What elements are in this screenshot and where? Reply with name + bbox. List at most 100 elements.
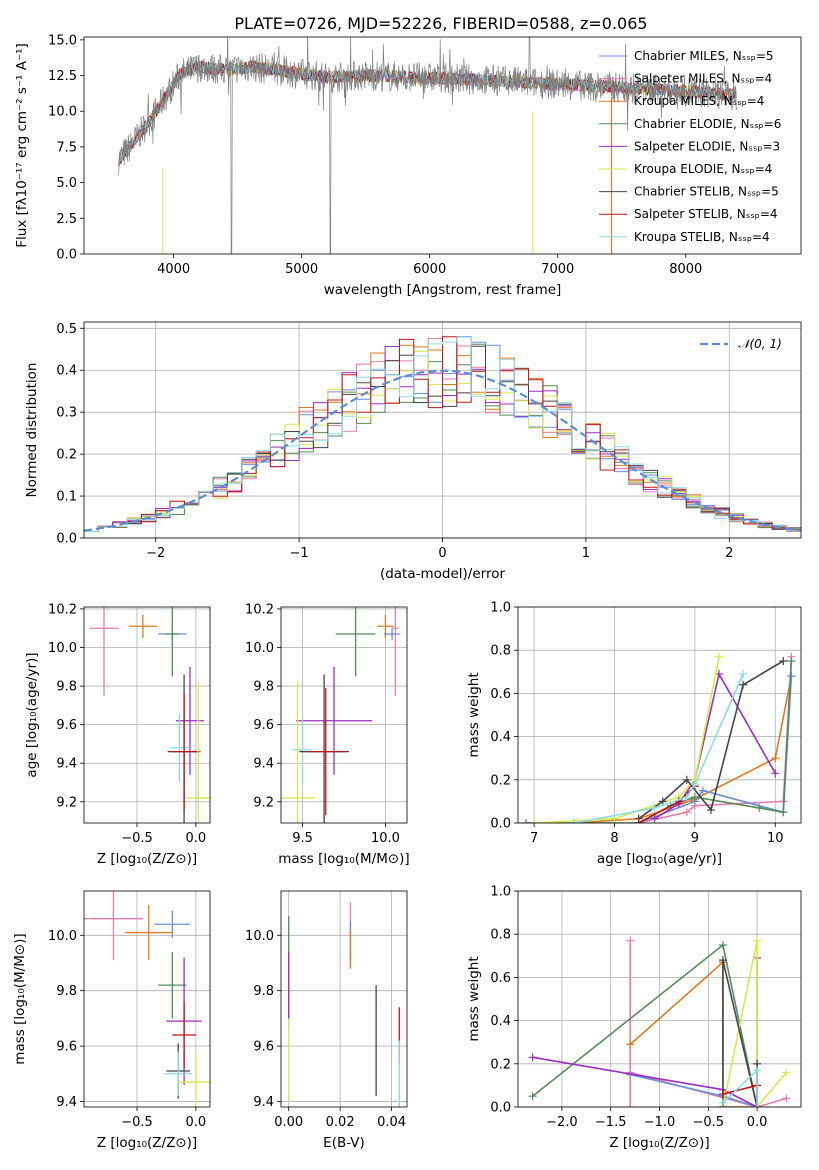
y-axis-label: age [log₁₀(age/yr)] (24, 652, 40, 777)
marker-kroupa-stelib (690, 780, 699, 789)
x-tick-label: −2 (146, 546, 165, 561)
marker-chabrier-stelib (682, 775, 691, 784)
marker-kroupa-stelib (753, 1103, 762, 1107)
panel-age-vs-Z: −0.5 0.0 9.2 9.4 9.6 9.8 10.0 10.2 Z [log₁₀(Z/Z⊙… (24, 602, 211, 867)
marker-kroupa-elodie (782, 1068, 791, 1077)
y-tick-label: 0.0 (490, 817, 511, 832)
marker-salpeter-stelib (718, 1090, 727, 1099)
y-tick-label: 0.2 (56, 448, 77, 463)
plot-area (281, 607, 401, 823)
y-tick-label: 0.0 (56, 248, 77, 263)
y-tick-label: 0.1 (56, 490, 77, 505)
legend-label-kroupa-elodie: Kroupa ELODIE, Nₛₛₚ=4 (634, 162, 772, 176)
legend-label-chabrier-elodie: Chabrier ELODIE, Nₛₛₚ=6 (634, 117, 781, 131)
y-tick-label: 0.0 (490, 1101, 511, 1116)
marker-kroupa-stelib (718, 1098, 727, 1107)
marker-kroupa-miles (771, 754, 780, 763)
y-axis-label: mass weight (466, 672, 482, 757)
y-tick-label: 0.0 (56, 532, 77, 547)
panel-mass-vs-EBV: 0.00 0.02 0.04 9.4 9.6 9.8 10.0 E(B-V) (245, 890, 408, 1151)
y-tick-label: 10.2 (245, 602, 274, 617)
plot-area (118, 37, 738, 254)
legend-label-salpeter-miles: Salpeter MILES, Nₛₛₚ=4 (634, 72, 772, 86)
y-tick-label: 9.6 (56, 1040, 77, 1055)
y-tick-label: 15.0 (48, 33, 77, 48)
plot-area (522, 652, 796, 823)
y-tick-label: 0.4 (56, 364, 77, 379)
y-tick-label: 9.8 (253, 680, 274, 695)
chart-layer: 4000 5000 6000 7000 80000.02.55.07.510.012.5… (12, 33, 802, 1151)
y-tick-label: 1.0 (490, 601, 511, 616)
x-tick-label: 9.5 (292, 831, 313, 846)
data-spectrum (118, 37, 738, 254)
y-axis-label: Normed distribution (24, 363, 40, 498)
y-tick-label: 9.4 (253, 1095, 274, 1110)
y-tick-label: 0.4 (490, 1014, 511, 1029)
y-tick-label: 9.6 (56, 718, 77, 733)
marker-chabrier-elodie (528, 1092, 537, 1101)
y-tick-label: 7.5 (56, 140, 77, 155)
x-tick-label: 10 (767, 831, 784, 846)
panel-spectrum: 4000 5000 6000 7000 8000 0.0 2.5 5.0 7.5 10.0 12.5… (14, 33, 802, 298)
y-tick-label: 2.5 (56, 212, 77, 227)
marker-kroupa-elodie (753, 936, 762, 945)
marker-chabrier-stelib (706, 806, 715, 815)
y-tick-label: 9.4 (56, 1095, 77, 1110)
marker-kroupa-elodie (530, 819, 539, 823)
y-tick-label: 9.2 (56, 795, 77, 810)
x-tick-label: 0.0 (186, 831, 207, 846)
x-tick-label: 0.00 (274, 1115, 303, 1130)
x-tick-label: 0.04 (377, 1115, 406, 1130)
y-tick-label: 9.4 (253, 757, 274, 772)
marker-kroupa-stelib (682, 793, 691, 802)
x-tick-label: 8 (610, 831, 618, 846)
x-axis-label: Z [log₁₀(Z/Z⊙)] (97, 1135, 197, 1151)
y-tick-label: 0.6 (490, 971, 511, 986)
marker-chabrier-elodie (522, 819, 531, 823)
x-tick-label: 9 (691, 831, 699, 846)
y-tick-label: 0.4 (490, 730, 511, 745)
normal-curve (84, 369, 801, 532)
legend-label-chabrier-stelib: Chabrier STELIB, Nₛₛₚ=5 (634, 185, 779, 199)
x-tick-label: 8000 (669, 262, 702, 277)
x-axis-label: mass [log₁₀(M/M⊙)] (278, 851, 409, 867)
y-tick-label: 10.2 (48, 602, 77, 617)
marker-chabrier-elodie (787, 657, 796, 665)
plot-area (84, 336, 801, 538)
x-tick-label: −0.5 (121, 1115, 153, 1130)
y-tick-label: 10.0 (245, 641, 274, 656)
panel-mass-vs-Z: −0.5 0.0 9.4 9.6 9.8 10.0 Z [log₁₀(Z/Z⊙)] mass … (12, 890, 211, 1151)
x-tick-label: −0.5 (693, 1115, 725, 1130)
axes-frame (280, 606, 408, 824)
y-axis-label: mass weight (466, 956, 482, 1041)
x-tick-label: 0 (438, 546, 446, 561)
legend-label-normal: 𝒩(0, 1) (738, 337, 782, 351)
y-tick-label: 12.5 (48, 69, 77, 84)
marker-chabrier-elodie (690, 793, 699, 802)
x-tick-label: 2 (725, 546, 733, 561)
y-tick-label: 10.0 (48, 105, 77, 120)
marker-salpeter-miles (626, 1103, 635, 1107)
legend-label-chabrier-miles: Chabrier MILES, Nₛₛₚ=5 (634, 49, 774, 63)
y-tick-label: 5.0 (56, 176, 77, 191)
marker-salpeter-elodie (650, 814, 659, 823)
legend-label-kroupa-stelib: Kroupa STELIB, Nₛₛₚ=4 (634, 230, 770, 244)
x-axis-label: E(B-V) (323, 1135, 365, 1151)
x-tick-label: 0.0 (747, 1115, 768, 1130)
x-tick-label: 4000 (157, 262, 190, 277)
axes-frame (83, 606, 211, 824)
x-tick-label: 5000 (285, 262, 318, 277)
series-chabrier-stelib (638, 660, 784, 820)
y-tick-label: 9.4 (56, 757, 77, 772)
y-tick-label: 0.8 (490, 928, 511, 943)
marker-salpeter-stelib (634, 819, 643, 823)
x-tick-label: −0.5 (121, 831, 153, 846)
axes-frame (83, 36, 802, 255)
marker-salpeter-elodie (771, 769, 780, 778)
series-kroupa-elodie (722, 940, 788, 1107)
marker-kroupa-stelib (570, 819, 579, 823)
hist-kroupa-stelib (84, 336, 801, 538)
marker-chabrier-elodie (755, 803, 764, 812)
y-tick-label: 10.0 (48, 641, 77, 656)
x-tick-label: 1 (582, 546, 590, 561)
